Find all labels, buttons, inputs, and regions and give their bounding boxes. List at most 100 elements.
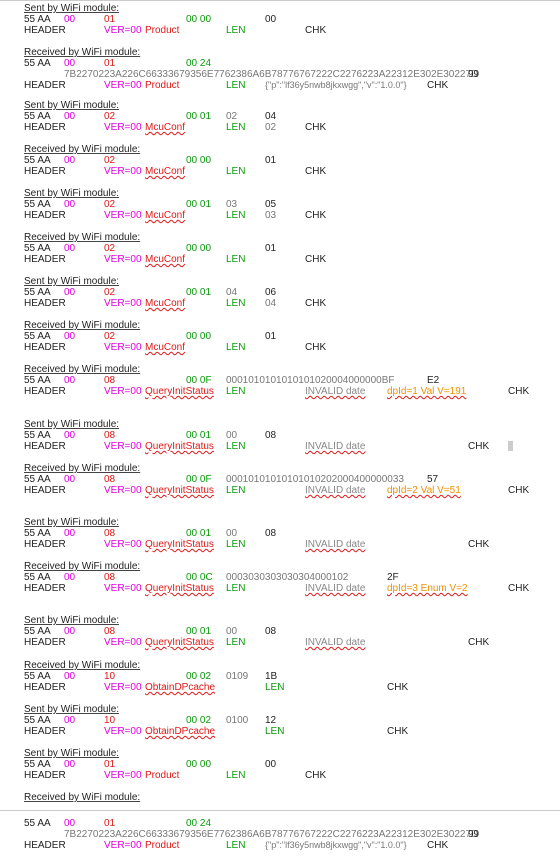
line2-header: HEADER — [24, 726, 66, 737]
block-title: Received by WiFi module: — [24, 364, 141, 375]
block-title: Sent by WiFi module: — [24, 517, 120, 528]
line1-header: 55 AA — [24, 626, 51, 637]
line2-header: HEADER — [24, 25, 66, 36]
line2-header: HEADER — [24, 386, 66, 397]
line1-cmd: 01 — [104, 818, 116, 829]
line2-cmd: QueryInitStatus — [145, 485, 214, 496]
line2-len: LEN — [226, 80, 246, 91]
line2-chk: CHK — [305, 25, 327, 36]
line2-ver: VER=00 — [104, 770, 142, 781]
line2-chk: CHK — [508, 485, 530, 496]
line2-cmd: QueryInitStatus — [145, 539, 214, 550]
line2-ver: VER=00 — [104, 25, 142, 36]
line2-ver: VER=00 — [104, 441, 142, 452]
line1-cmd: 08 — [104, 528, 116, 539]
block-title: Received by WiFi module: — [24, 47, 141, 58]
line2-header: HEADER — [24, 539, 66, 550]
line2-cmd: ObtainDPcache — [145, 726, 216, 737]
line1-len: 00 01 — [186, 111, 212, 122]
extra-data: 7B2270223A226C66333679356E7762386A6B7877… — [64, 829, 479, 840]
line1-header: 55 AA — [24, 155, 51, 166]
line1-chk: 01 — [265, 155, 277, 166]
line2-cmd: McuConf — [145, 342, 186, 353]
line2-ver: VER=00 — [104, 342, 142, 353]
line1-header: 55 AA — [24, 375, 51, 386]
line1-len: 00 00 — [186, 243, 212, 254]
line2-len: LEN — [226, 441, 246, 452]
line1-data: 0001010101010101020004000000BF — [226, 375, 395, 386]
line2-header: HEADER — [24, 342, 66, 353]
line2-len: LEN — [226, 637, 246, 648]
line2-ver: VER=00 — [104, 80, 142, 91]
line2-len: LEN — [226, 166, 246, 177]
line2-cmd: McuConf — [145, 166, 186, 177]
line2-cmd: QueryInitStatus — [145, 386, 214, 397]
line1-data: 0109 — [226, 671, 249, 682]
line1-ver: 00 — [64, 572, 76, 583]
line1-len: 00 0C — [186, 572, 213, 583]
line2-cmd: McuConf — [145, 254, 186, 265]
line2-data: {"p":"lf36y5nwb8jkxwgg","v":"1.0.0"} — [265, 80, 407, 90]
block-title: Received by WiFi module: — [24, 463, 141, 474]
line2-ver: VER=00 — [104, 840, 142, 851]
line1-ver: 00 — [64, 430, 76, 441]
line2-cmd: Product — [145, 80, 180, 91]
line2-chk: CHK — [305, 770, 327, 781]
scroll-marker — [508, 441, 513, 451]
line1-ver: 00 — [64, 759, 76, 770]
line1-chk: 57 — [427, 474, 439, 485]
line2-header: HEADER — [24, 583, 66, 594]
line1-header: 55 AA — [24, 199, 51, 210]
line1-cmd: 01 — [104, 14, 116, 25]
line2-chk: CHK — [305, 210, 327, 221]
line1-header: 55 AA — [24, 14, 51, 25]
line1-data: 00010101010101010202000400000033 — [226, 474, 404, 485]
block-title: Sent by WiFi module: — [24, 3, 120, 14]
line1-cmd: 08 — [104, 474, 116, 485]
line2-cmd: McuConf — [145, 210, 186, 221]
line2-ver: VER=00 — [104, 298, 142, 309]
line1-len: 00 02 — [186, 671, 212, 682]
block-title: Received by WiFi module: — [24, 792, 141, 803]
line2-chk: CHK — [305, 298, 327, 309]
line1-ver: 00 — [64, 375, 76, 386]
line2-len: LEN — [265, 682, 285, 693]
line1-data: 04 — [226, 287, 238, 298]
line2-ver: VER=00 — [104, 726, 142, 737]
line1-chk: 08 — [265, 430, 277, 441]
line1-header: 55 AA — [24, 474, 51, 485]
block-title: Sent by WiFi module: — [24, 188, 120, 199]
line2-header: HEADER — [24, 682, 66, 693]
line1-len: 00 01 — [186, 199, 212, 210]
line1-header: 55 AA — [24, 331, 51, 342]
line2-len: LEN — [226, 840, 246, 851]
line1-chk: 00 — [265, 14, 277, 25]
line2-chk: CHK — [305, 254, 327, 265]
line1-chk: 06 — [265, 287, 277, 298]
line2-cmd: Product — [145, 770, 180, 781]
separator — [0, 810, 560, 811]
line1-data: 00 — [226, 528, 238, 539]
extra-chk: 99 — [468, 69, 480, 80]
line2-chk: CHK — [305, 342, 327, 353]
line1-ver: 00 — [64, 199, 76, 210]
line1-ver: 00 — [64, 528, 76, 539]
line2-header: HEADER — [24, 637, 66, 648]
line2-header: HEADER — [24, 166, 66, 177]
line1-cmd: 02 — [104, 155, 116, 166]
line2-ver: VER=00 — [104, 485, 142, 496]
line1-chk: 01 — [265, 331, 277, 342]
line2-len: LEN — [226, 25, 246, 36]
line2-chk: CHK — [427, 840, 449, 851]
line2-chk: CHK — [468, 441, 490, 452]
line1-cmd: 08 — [104, 430, 116, 441]
line2-ver: VER=00 — [104, 583, 142, 594]
line1-data: 0100 — [226, 715, 249, 726]
line2-cmd: QueryInitStatus — [145, 637, 214, 648]
line2-len: LEN — [226, 254, 246, 265]
line2-len: LEN — [226, 485, 246, 496]
line1-len: 00 01 — [186, 626, 212, 637]
line2-len: LEN — [226, 298, 246, 309]
line2-date: INVALID date — [305, 386, 366, 397]
line1-data: 03 — [226, 199, 238, 210]
